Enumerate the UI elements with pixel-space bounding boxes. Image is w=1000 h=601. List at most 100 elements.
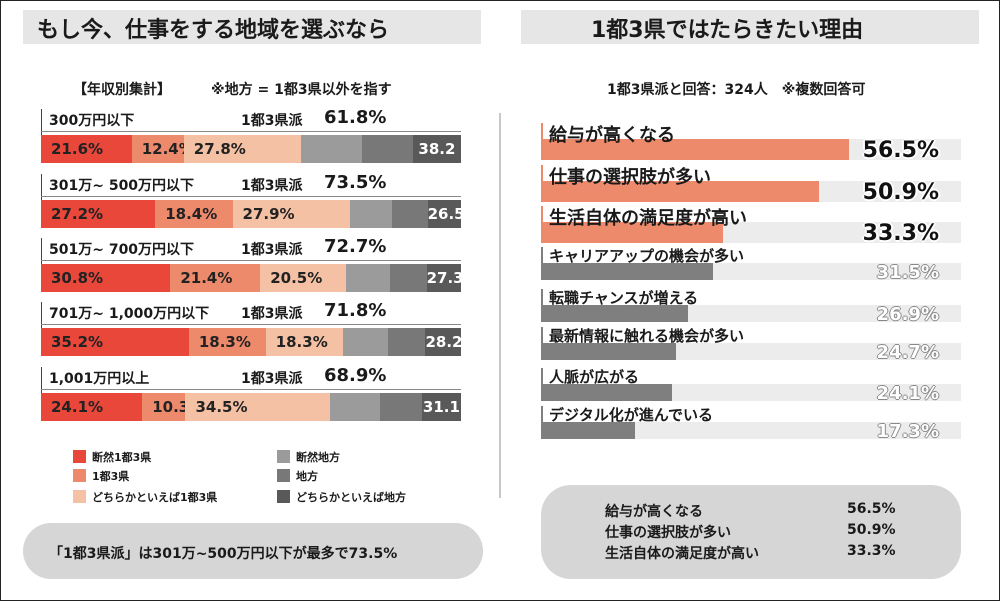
- reason-bar: [541, 422, 636, 439]
- legend-label: どちらかといえば1都3県: [92, 491, 218, 504]
- bar-segment-2: 10.3%: [142, 393, 204, 421]
- chiho-segment-3: [427, 200, 461, 228]
- segment-value-label: 21.4%: [180, 269, 233, 287]
- segment-value-label: 27.8%: [193, 140, 246, 158]
- reason-bar: [541, 222, 723, 243]
- segment-value-label: 20.5%: [270, 269, 323, 287]
- legend-label: 断然地方: [296, 451, 340, 464]
- chiho-segment-1: [300, 135, 362, 163]
- left-summary-box: [23, 523, 483, 579]
- row-under-rule: [41, 389, 461, 390]
- summary-value-1: 56.5%: [847, 501, 896, 517]
- pref-total-label: 71.8%: [324, 300, 387, 321]
- summary-value-3: 33.3%: [847, 543, 896, 559]
- reason-value-label: 31.5%: [876, 262, 939, 283]
- chiho-segment-2: [380, 393, 422, 421]
- bar-segment-1: 27.2%: [41, 200, 156, 228]
- reason-bar: [541, 181, 819, 202]
- legend-label: どちらかといえば地方: [296, 491, 406, 504]
- bar-segment-2: 21.4%: [170, 264, 261, 292]
- row-under-rule: [41, 260, 461, 261]
- bar-track: [541, 422, 961, 439]
- pref-total-label: 68.9%: [324, 365, 387, 386]
- income-band-label: 1,001万円以上: [49, 371, 150, 387]
- reason-value-label: 26.9%: [876, 304, 939, 325]
- chiho-segment-2: [361, 135, 413, 163]
- bar-segment-3: 18.3%: [265, 328, 343, 356]
- reason-label: 人脈が広がる: [549, 368, 640, 386]
- left-subtitle: 【年収別集計】: [73, 82, 171, 98]
- reason-label: デジタル化が進んでいる: [549, 406, 713, 424]
- panel-divider: [499, 113, 501, 498]
- pref-label: 1都3県派: [241, 242, 303, 258]
- bar-segment-1: 21.6%: [41, 135, 132, 163]
- reason-value-label: 56.5%: [862, 138, 939, 163]
- chiho-segment-1: [330, 393, 380, 421]
- reason-label: 最新情報に触れる機会が多い: [549, 327, 745, 345]
- left-summary-text: 「1都3県派」は301万~500万円以下が最多で73.5%: [49, 546, 398, 562]
- pref-total-label: 73.5%: [324, 172, 387, 193]
- left-note: ※地方 = 1都3県以外を指す: [211, 82, 392, 98]
- right-summary-box: [541, 485, 961, 579]
- reason-bar-rule: [541, 123, 543, 160]
- summary-value-2: 50.9%: [847, 522, 896, 538]
- reason-value-label: 24.7%: [876, 342, 939, 363]
- left-title-bar: [23, 10, 481, 44]
- summary-reason-1: 給与が高くなる: [605, 504, 703, 520]
- segment-value-label: 24.1%: [51, 398, 104, 416]
- bar-segment-3: 34.5%: [185, 393, 331, 421]
- chiho-segment-1: [349, 200, 392, 228]
- summary-reason-3: 生活自体の満足度が高い: [605, 546, 759, 562]
- reason-bar-rule: [541, 368, 543, 401]
- reason-bar-rule: [541, 206, 543, 243]
- reason-label: 給与が高くなる: [549, 125, 675, 146]
- legend-swatch: [73, 450, 86, 463]
- legend-label: 断然1都3県: [92, 451, 152, 464]
- reason-bar: [541, 343, 676, 360]
- chiho-segment-3: [421, 393, 461, 421]
- income-band-label: 300万円以下: [49, 113, 135, 129]
- segment-value-label: 18.3%: [275, 333, 328, 351]
- legend-swatch: [277, 469, 290, 482]
- segment-value-label: 18.3%: [198, 333, 251, 351]
- row-under-rule: [41, 196, 461, 197]
- income-band-label: 301万~ 500万円以下: [49, 178, 195, 194]
- segment-value-label: 18.4%: [165, 205, 218, 223]
- chiho-total-label: 26.5: [427, 205, 465, 223]
- chiho-total-label: 28.2: [425, 333, 463, 351]
- segment-value-label: 21.6%: [51, 140, 104, 158]
- legend-swatch: [277, 450, 290, 463]
- chiho-segment-3: [412, 135, 461, 163]
- pref-label: 1都3県派: [241, 178, 303, 194]
- chiho-segment-1: [342, 328, 388, 356]
- chiho-total-label: 27.3: [426, 269, 464, 287]
- chiho-total-label: 38.2: [418, 140, 456, 158]
- right-title-bar: [521, 10, 979, 44]
- legend-swatch: [73, 469, 86, 482]
- bar-segment-3: 27.9%: [232, 200, 350, 228]
- pref-label: 1都3県派: [241, 371, 303, 387]
- reason-label: 転職チャンスが増える: [549, 289, 699, 307]
- chiho-segment-2: [387, 328, 426, 356]
- segment-value-label: 30.8%: [51, 269, 104, 287]
- reason-value-label: 24.1%: [876, 383, 939, 404]
- bar-segment-1: 24.1%: [41, 393, 143, 421]
- reason-bar: [541, 305, 688, 322]
- reason-bar: [541, 263, 713, 280]
- reason-bar-rule: [541, 165, 543, 202]
- chiho-segment-3: [425, 328, 461, 356]
- reason-bar-rule: [541, 406, 543, 439]
- reason-value-label: 17.3%: [876, 421, 939, 442]
- reason-bar: [541, 384, 673, 401]
- segment-value-label: 12.4%: [141, 140, 194, 158]
- reason-value-label: 50.9%: [862, 180, 939, 205]
- segment-value-label: 34.5%: [195, 398, 248, 416]
- legend-label: 地方: [296, 470, 318, 483]
- legend-swatch: [277, 490, 290, 503]
- income-band-label: 501万~ 700万円以下: [49, 242, 195, 258]
- chiho-segment-2: [389, 264, 427, 292]
- reason-bar-rule: [541, 289, 543, 322]
- legend-label: 1都3県: [92, 470, 130, 483]
- bar-segment-2: 18.3%: [188, 328, 266, 356]
- segment-value-label: 27.9%: [242, 205, 295, 223]
